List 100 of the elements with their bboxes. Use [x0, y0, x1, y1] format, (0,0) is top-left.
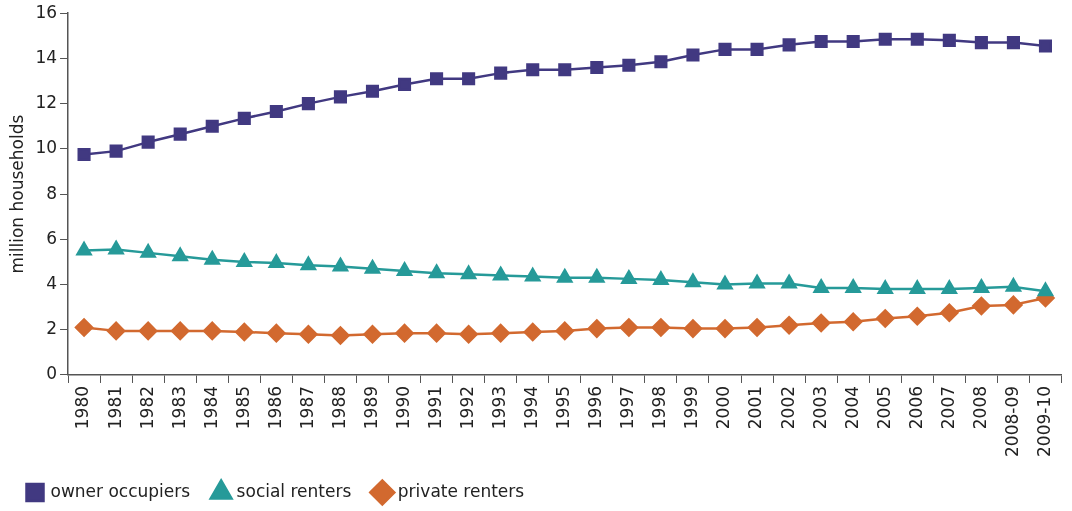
x-tick-label: 1990	[392, 385, 413, 430]
point	[237, 111, 251, 125]
point	[717, 275, 733, 290]
point	[558, 63, 572, 77]
x-tick-label: 1997	[617, 385, 638, 430]
point	[908, 306, 927, 326]
point	[76, 241, 92, 256]
point	[106, 321, 126, 341]
point	[491, 323, 510, 343]
x-tick-label: 1992	[457, 385, 478, 430]
point	[685, 273, 701, 288]
x-tick-label: 1993	[489, 385, 510, 430]
point	[173, 127, 187, 141]
point	[718, 42, 732, 56]
point	[396, 262, 413, 276]
point	[109, 144, 123, 158]
x-tick-label: 2007	[937, 385, 958, 430]
point	[138, 321, 158, 341]
legend-label: private renters	[397, 480, 525, 501]
point	[494, 66, 508, 80]
x-tick-label: 1986	[264, 385, 285, 430]
point	[236, 253, 253, 267]
point	[619, 318, 639, 337]
point	[973, 279, 990, 293]
point	[1004, 295, 1023, 315]
y-tick-label: 4	[46, 272, 58, 293]
x-tick-label: 1984	[200, 385, 221, 430]
point	[782, 38, 796, 52]
point	[430, 72, 444, 86]
x-tick-label: 2009-10	[1033, 385, 1054, 457]
point	[974, 36, 988, 50]
point	[462, 72, 476, 86]
point	[140, 244, 156, 258]
point	[204, 250, 220, 265]
point	[587, 319, 607, 338]
x-tick-label: 2006	[905, 385, 926, 430]
point	[557, 268, 573, 283]
point	[524, 267, 541, 282]
point	[205, 119, 219, 133]
point	[654, 55, 668, 69]
x-tick-label: 1996	[585, 385, 606, 430]
point	[843, 312, 863, 332]
point	[1038, 39, 1053, 53]
point	[172, 247, 188, 262]
point	[1006, 36, 1020, 50]
point	[364, 259, 381, 274]
point	[555, 321, 575, 341]
y-tick-label: 12	[35, 92, 58, 113]
x-tick-label: 1988	[328, 385, 349, 430]
point	[267, 323, 286, 343]
x-tick-label: 1991	[425, 385, 445, 430]
y-tick-label: 0	[46, 363, 58, 384]
y-tick-label: 2	[46, 318, 58, 339]
x-tick-label: 2003	[809, 385, 830, 430]
point	[651, 318, 671, 337]
point	[715, 319, 735, 338]
point	[299, 325, 318, 344]
x-tick-label: 2004	[841, 385, 862, 430]
point	[878, 32, 892, 46]
point	[941, 280, 958, 295]
point	[910, 32, 924, 46]
point	[940, 303, 959, 323]
point	[811, 313, 831, 333]
x-tick-label: 1981	[104, 385, 125, 430]
y-tick-label: 10	[35, 137, 58, 158]
y-tick-label: 16	[35, 1, 58, 22]
point	[235, 322, 254, 342]
point	[427, 323, 446, 343]
point	[814, 34, 828, 49]
point	[590, 60, 604, 75]
point	[492, 266, 509, 281]
point	[170, 321, 190, 341]
point	[749, 274, 765, 289]
y-tick-label: 6	[46, 227, 58, 248]
x-tick-label: 1987	[296, 385, 317, 430]
point	[686, 48, 700, 62]
x-tick-label: 1985	[232, 385, 253, 430]
x-tick-label: 1999	[681, 385, 702, 430]
point	[622, 58, 636, 72]
point	[779, 315, 799, 335]
point	[141, 135, 155, 149]
point	[846, 34, 860, 49]
legend-label: owner occupiers	[50, 480, 191, 501]
point	[301, 97, 315, 111]
point	[813, 279, 829, 293]
point	[877, 280, 893, 295]
x-tick-label: 2000	[713, 385, 734, 430]
point	[428, 264, 445, 279]
y-tick-label: 8	[46, 182, 58, 203]
point	[108, 240, 124, 255]
point	[875, 309, 895, 328]
point	[363, 325, 382, 344]
point	[747, 318, 767, 337]
point	[333, 90, 347, 104]
x-tick-label: 2005	[873, 385, 894, 430]
point	[331, 326, 350, 345]
point	[459, 325, 478, 344]
x-tick-label: 2002	[777, 385, 798, 430]
legend-label: social renters	[236, 480, 352, 501]
point	[332, 257, 349, 272]
